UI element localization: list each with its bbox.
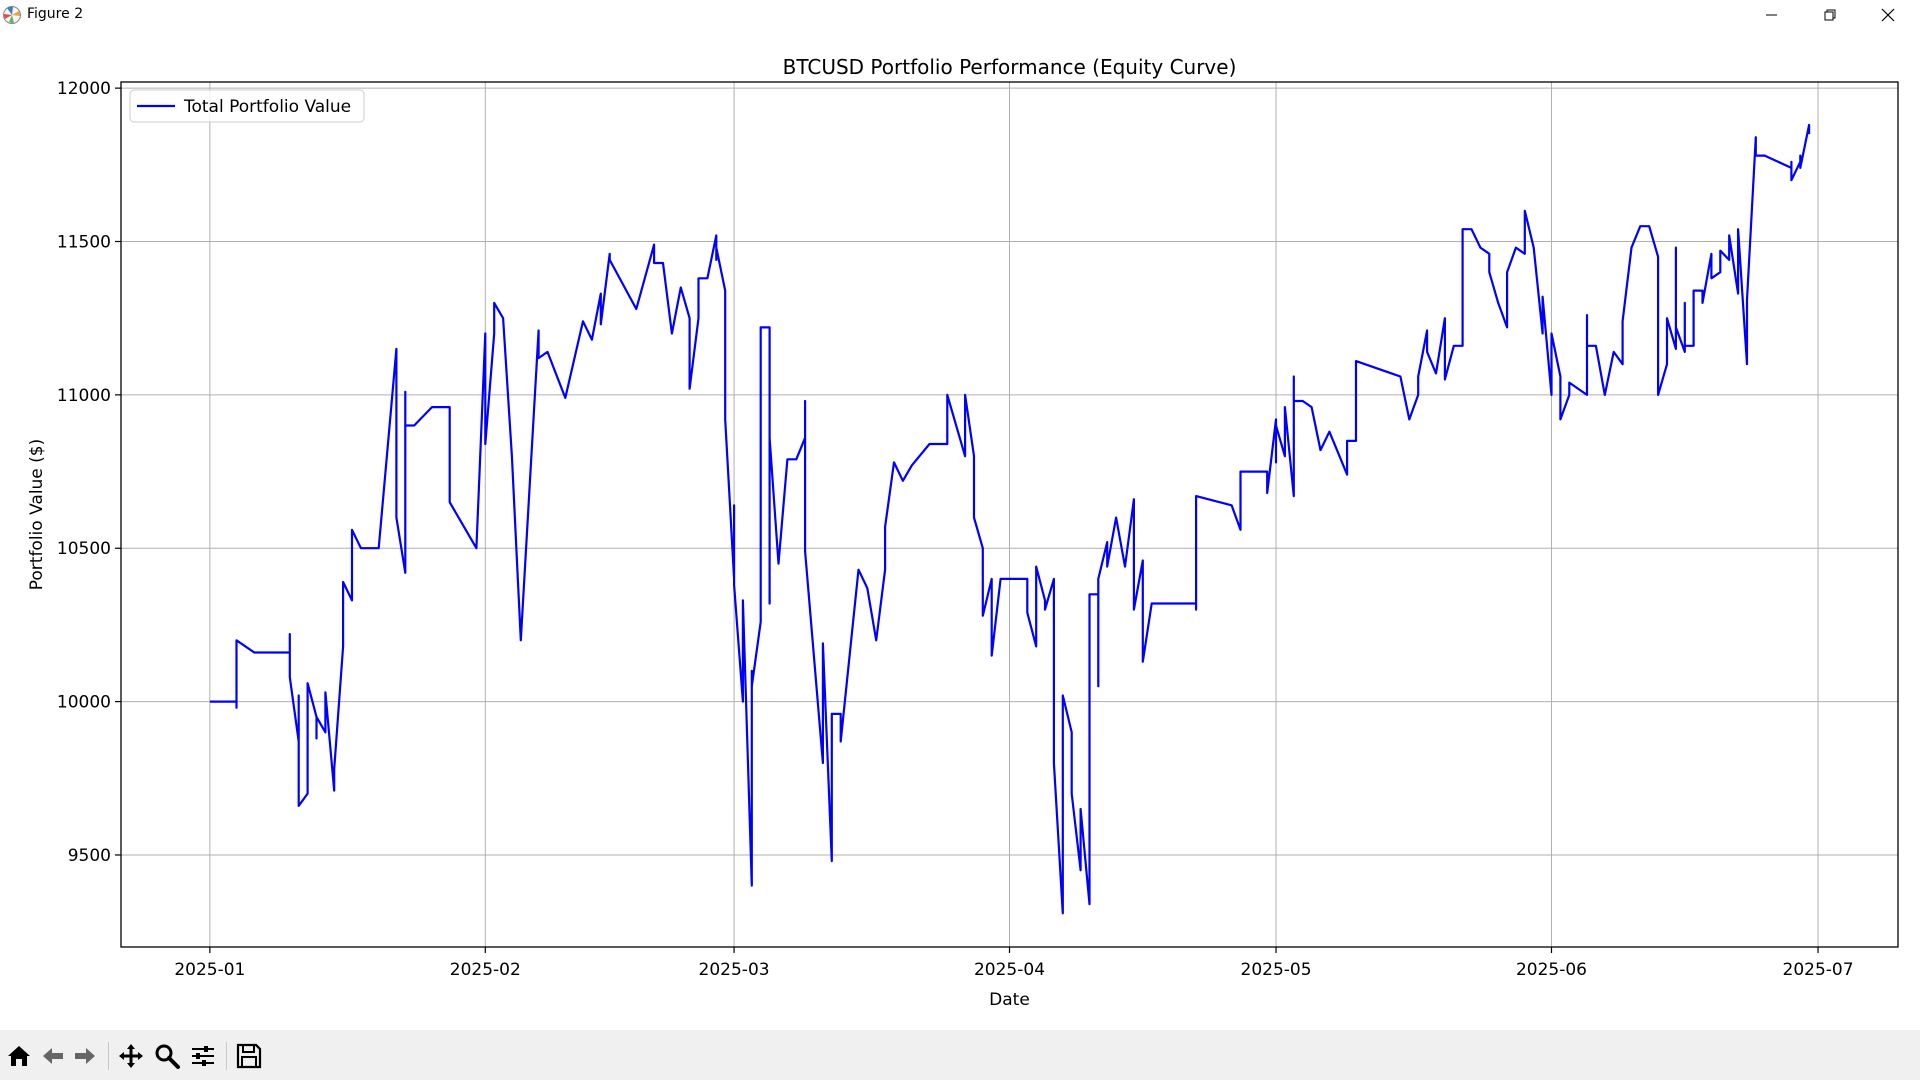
home-button[interactable]	[3, 1040, 35, 1072]
x-tick-label: 2025-07	[1783, 960, 1854, 980]
legend-label: Total Portfolio Value	[183, 97, 351, 117]
y-tick-label: 11500	[57, 233, 111, 253]
y-tick-label: 11000	[57, 386, 111, 406]
x-axis-label: Date	[989, 990, 1030, 1010]
y-axis-label: Portfolio Value ($)	[27, 439, 47, 591]
forward-icon	[75, 1048, 95, 1064]
close-button[interactable]	[1859, 0, 1917, 30]
save-button[interactable]	[233, 1040, 265, 1072]
configure-subplots-button[interactable]	[187, 1040, 219, 1072]
y-tick-label: 10000	[57, 693, 111, 713]
navigation-toolbar	[0, 1030, 1920, 1080]
x-tick-label: 2025-02	[450, 960, 521, 980]
line-chart: 2025-01 2025-02 2025-03 2025-04 2025-05 2025-…	[27, 55, 1899, 1010]
zoom-icon	[155, 1044, 180, 1069]
title-bar[interactable]: Figure 2	[0, 0, 1920, 30]
x-tick-label: 2025-04	[974, 960, 1045, 980]
back-button[interactable]	[37, 1040, 69, 1072]
legend-box	[129, 89, 365, 123]
x-tick-label: 2025-03	[699, 960, 770, 980]
y-tick-label: 10500	[57, 539, 111, 559]
x-tick-label: 2025-05	[1241, 960, 1312, 980]
back-icon	[43, 1048, 63, 1064]
save-icon	[236, 1043, 262, 1069]
close-icon	[1881, 8, 1895, 22]
pan-button[interactable]	[115, 1040, 147, 1072]
toolbar-separator	[226, 1042, 227, 1070]
y-tick-label: 12000	[57, 79, 111, 99]
pan-icon	[119, 1044, 143, 1068]
data-layer	[209, 123, 1811, 915]
window-title: Figure 2	[27, 6, 84, 22]
legend[interactable]: Total Portfolio Value	[129, 89, 365, 123]
chart-title: BTCUSD Portfolio Performance (Equity Cur…	[783, 55, 1237, 79]
minimize-icon	[1766, 14, 1777, 16]
y-tick-label: 9500	[68, 846, 111, 866]
grid	[121, 82, 1898, 947]
x-tick-label: 2025-01	[174, 960, 245, 980]
x-tick-label: 2025-06	[1516, 960, 1587, 980]
maximize-button[interactable]	[1801, 0, 1859, 30]
matplotlib-icon	[2, 5, 22, 25]
maximize-icon	[1824, 9, 1836, 21]
toolbar-separator	[108, 1042, 109, 1070]
series-line-total-portfolio-value	[209, 123, 1811, 915]
home-icon	[8, 1046, 30, 1066]
minimize-button[interactable]	[1743, 0, 1801, 30]
figure-canvas[interactable]: 2025-01 2025-02 2025-03 2025-04 2025-05 2025-…	[0, 30, 1920, 1030]
configure-subplots-icon	[192, 1046, 214, 1066]
zoom-button[interactable]	[151, 1040, 183, 1072]
ticks: 2025-01 2025-02 2025-03 2025-04 2025-05 2025-…	[57, 79, 1854, 980]
forward-button[interactable]	[69, 1040, 101, 1072]
